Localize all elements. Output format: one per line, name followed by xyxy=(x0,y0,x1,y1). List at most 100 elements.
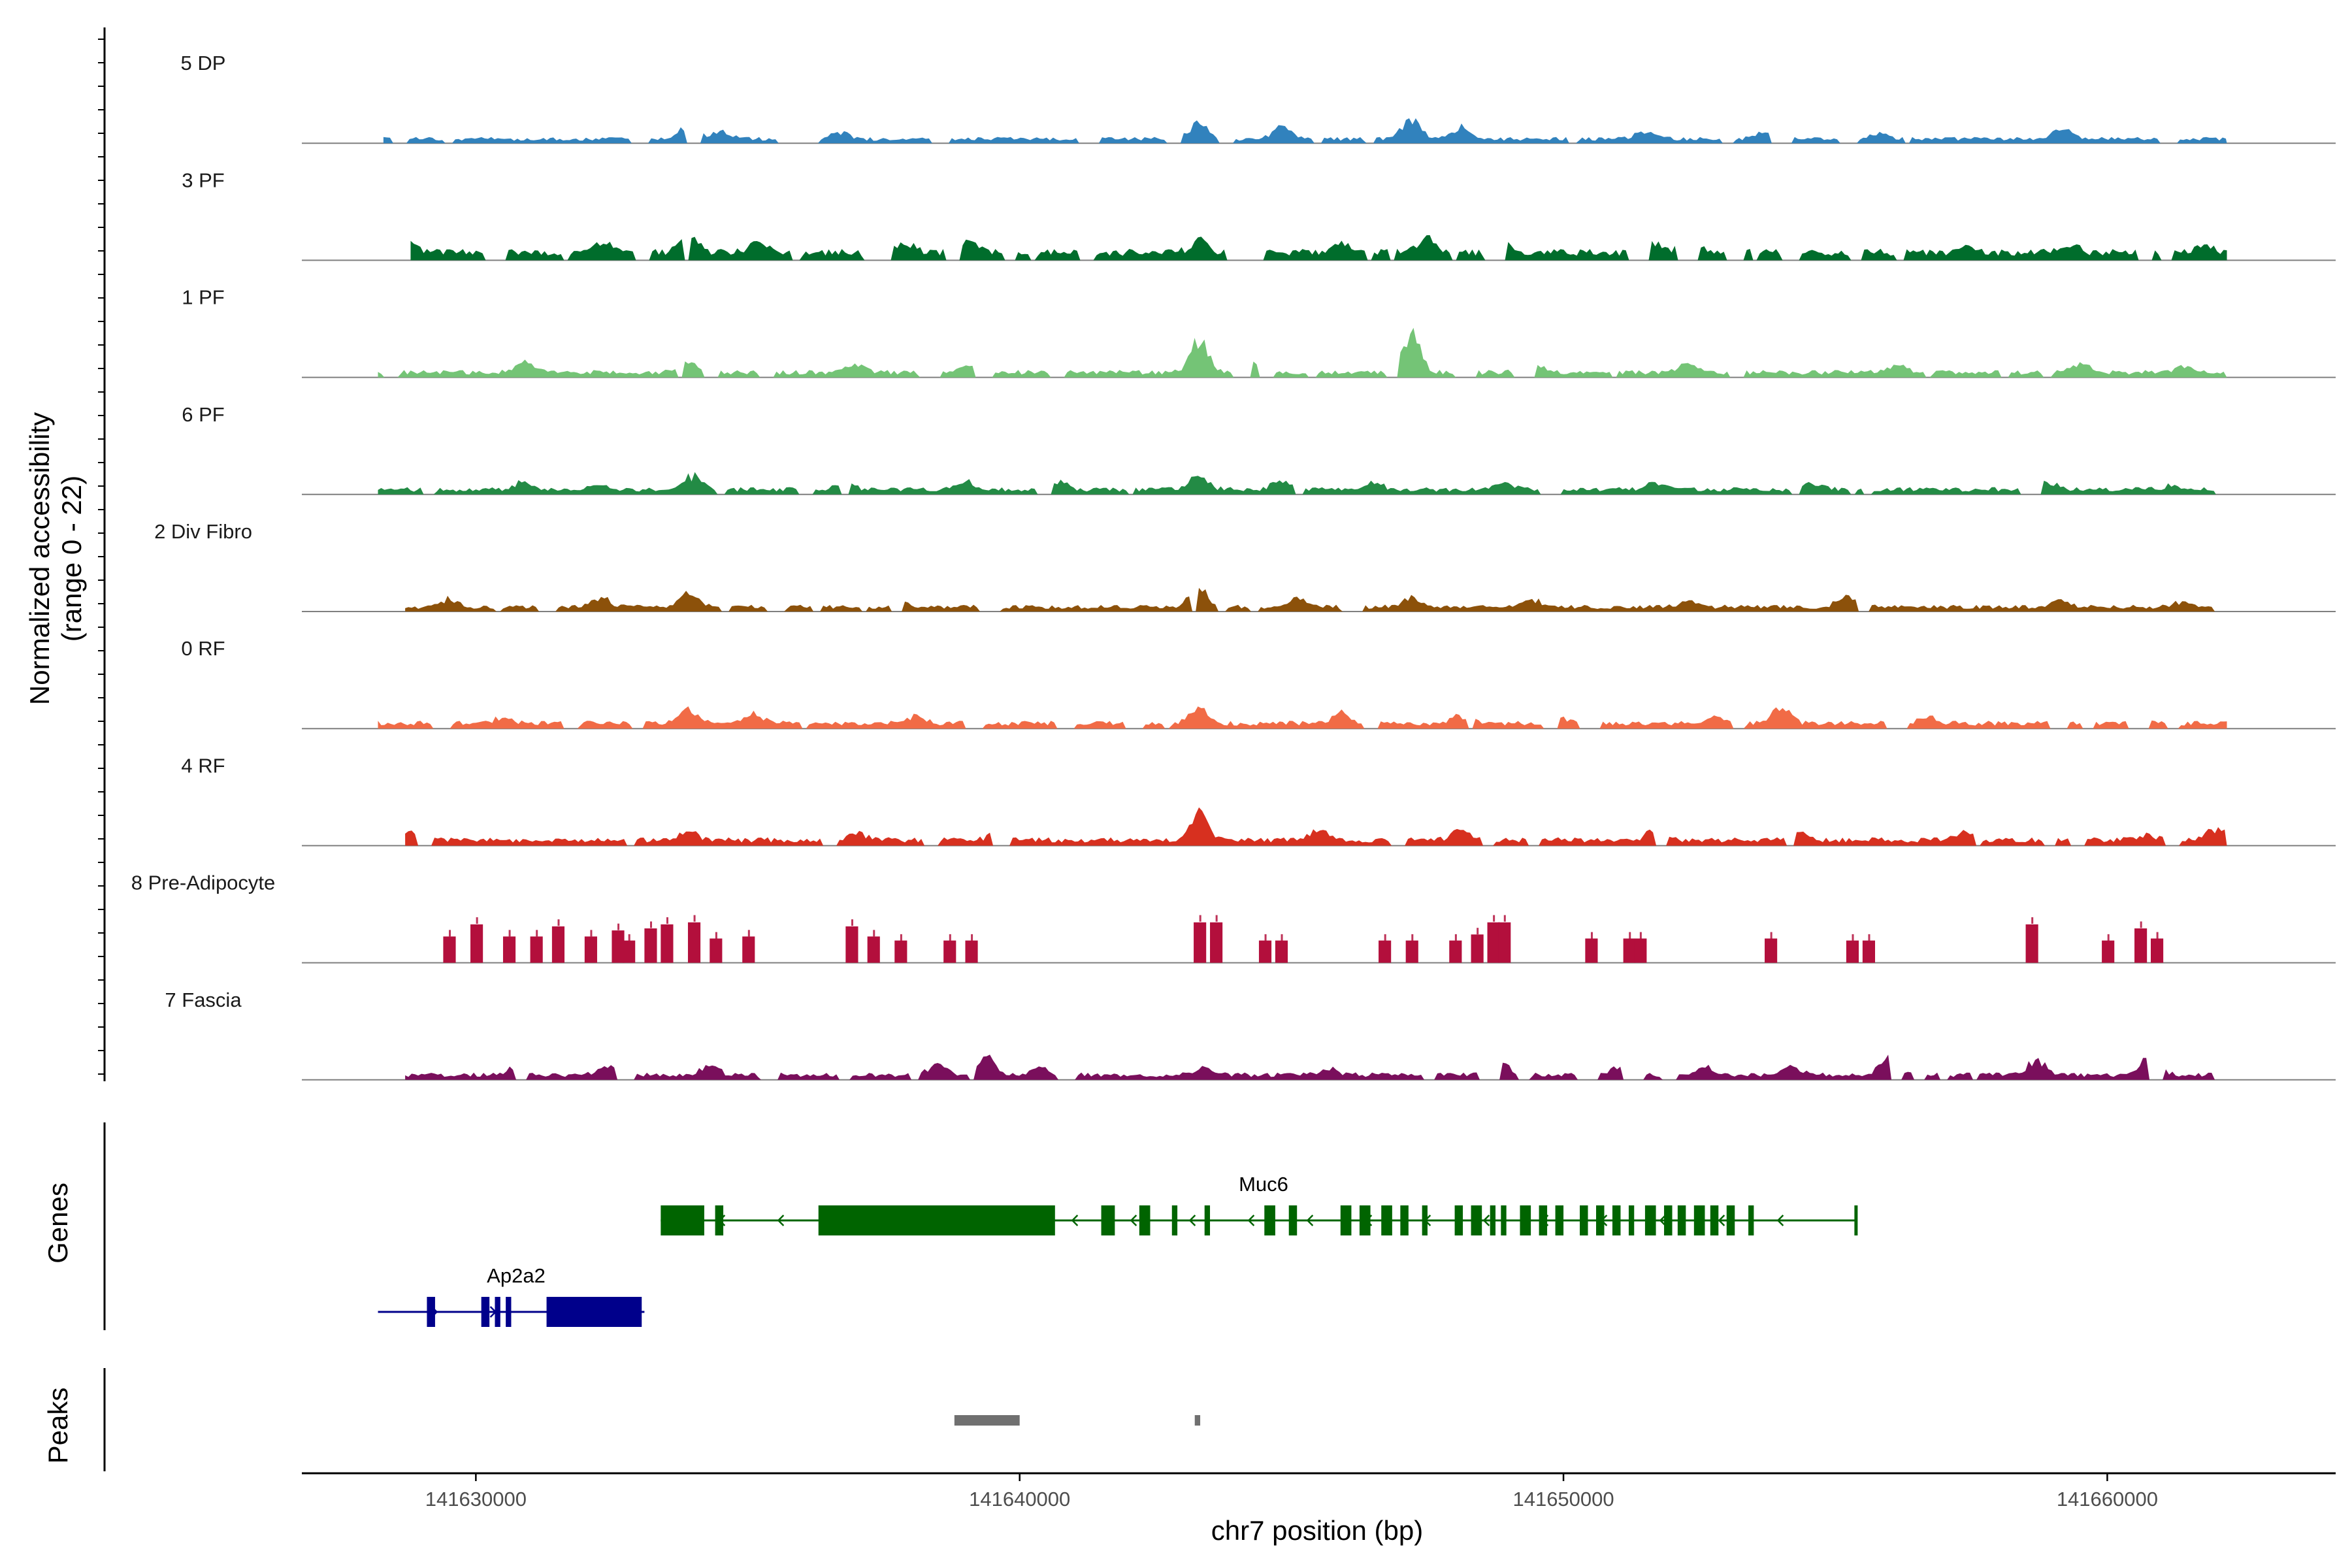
accessibility-bar xyxy=(1487,922,1500,963)
accessibility-bar xyxy=(845,926,858,963)
x-tick-label: 141660000 xyxy=(2057,1488,2158,1511)
coverage-area xyxy=(405,587,2227,612)
accessibility-bar-spike xyxy=(536,930,538,937)
peak-region xyxy=(954,1415,1020,1426)
accessibility-bar-spike xyxy=(666,917,668,924)
accessibility-bar xyxy=(2102,940,2115,963)
accessibility-bar xyxy=(687,922,701,963)
accessibility-bar-spike xyxy=(617,923,620,930)
accessibility-bar xyxy=(502,936,516,963)
track-labels: 5 DP 3 PF 1 PF 6 PF 2 Div Fibro 0 RF 4 RF 8 Pre… xyxy=(131,52,276,1011)
accessibility-bar-spike xyxy=(476,917,478,924)
accessibility-bar xyxy=(1210,922,1223,963)
strand-chevron xyxy=(1482,1215,1490,1226)
accessibility-bar-spike xyxy=(628,934,630,941)
peak-panel xyxy=(103,1368,1201,1471)
accessibility-bar xyxy=(530,936,543,963)
strand-chevron xyxy=(1659,1215,1667,1226)
strand-chevron xyxy=(1130,1215,1137,1226)
track-6-pf xyxy=(302,472,2336,495)
gene-exon xyxy=(1644,1205,1656,1235)
accessibility-bar xyxy=(470,924,483,963)
accessibility-bar xyxy=(1634,938,1647,963)
accessibility-bar xyxy=(965,940,978,963)
gene-annotation-panel: Muc6 Ap2a2 xyxy=(103,1122,1858,1330)
accessibility-bar xyxy=(1471,934,1484,963)
track-label: 2 Div Fibro xyxy=(154,520,252,543)
track-label: 8 Pre-Adipocyte xyxy=(131,872,276,894)
gene-exon xyxy=(1539,1205,1548,1235)
x-tick-label: 141630000 xyxy=(425,1488,527,1511)
gene-exon xyxy=(1628,1205,1635,1235)
accessibility-bar-spike xyxy=(851,919,853,926)
gene-exon xyxy=(1400,1205,1409,1235)
accessibility-bar-spike xyxy=(2107,934,2110,941)
accessibility-bar xyxy=(551,926,565,963)
accessibility-bar-spike xyxy=(1770,932,1772,939)
coverage-area xyxy=(378,472,2216,495)
accessibility-bar xyxy=(1405,940,1418,963)
accessibility-bar-spike xyxy=(649,921,652,928)
strand-chevron xyxy=(1306,1215,1314,1226)
accessibility-bar-spike xyxy=(2156,932,2159,939)
genes-panel-title: Genes xyxy=(42,1183,73,1264)
gene-exon xyxy=(1381,1205,1392,1235)
x-tick-label: 141650000 xyxy=(1512,1488,1614,1511)
coverage-area xyxy=(383,118,2227,144)
strand-chevron xyxy=(1071,1215,1079,1226)
gene-exon xyxy=(1710,1205,1719,1235)
gene-exon xyxy=(1101,1205,1115,1235)
y-axis-title: Normalized accessibility (range 0 - 22) xyxy=(24,412,87,705)
accessibility-bar xyxy=(1585,938,1598,963)
x-axis: 141630000 141640000 141650000 141660000 xyxy=(302,1472,2336,1511)
gene-exon xyxy=(1596,1205,1605,1235)
gene-exon xyxy=(1288,1205,1298,1235)
gene-exon xyxy=(546,1297,642,1327)
track-3-pf xyxy=(302,235,2336,261)
accessibility-bar-spike xyxy=(2140,921,2142,928)
accessibility-bar-spike xyxy=(2031,917,2034,924)
accessibility-bar-spike xyxy=(508,930,511,937)
accessibility-bar-spike xyxy=(1477,928,1479,935)
x-tick-label: 141640000 xyxy=(969,1488,1070,1511)
gene-exon xyxy=(818,1205,1055,1235)
accessibility-bar-spike xyxy=(1281,934,1283,941)
accessibility-bar-spike xyxy=(747,930,750,937)
accessibility-bar-spike xyxy=(1264,934,1267,941)
coverage-tracks xyxy=(98,27,2336,1081)
accessibility-bar-spike xyxy=(1590,932,1593,939)
coverage-area xyxy=(405,807,2227,846)
gene-ap2a2: Ap2a2 xyxy=(378,1264,645,1327)
accessibility-bar-spike xyxy=(1639,932,1642,939)
accessibility-bar-spike xyxy=(449,930,451,937)
gene-exon xyxy=(1264,1205,1275,1235)
gene-exon xyxy=(1171,1205,1178,1235)
accessibility-bar-spike xyxy=(971,934,973,941)
accessibility-bar xyxy=(2025,924,2038,963)
accessibility-bar xyxy=(1846,940,1859,963)
gene-exon xyxy=(1748,1205,1754,1235)
accessibility-bar-spike xyxy=(873,930,875,937)
strand-chevron xyxy=(1247,1215,1255,1226)
coverage-area xyxy=(405,1054,2227,1080)
accessibility-bar xyxy=(943,940,956,963)
accessibility-bar-spike xyxy=(949,934,951,941)
gene-exon xyxy=(427,1297,435,1327)
track-4-rf xyxy=(302,807,2336,847)
accessibility-bar-spike xyxy=(693,915,696,922)
accessibility-bar xyxy=(661,924,674,963)
gene-muc6: Muc6 xyxy=(661,1173,1858,1235)
gene-exon xyxy=(1677,1205,1686,1235)
track-1-pf xyxy=(302,327,2336,378)
gene-exon xyxy=(1612,1205,1621,1235)
gene-exon xyxy=(1422,1205,1428,1235)
gene-label: Muc6 xyxy=(1239,1173,1288,1196)
gene-exon xyxy=(1204,1205,1211,1235)
gene-exon xyxy=(1854,1205,1858,1235)
accessibility-bar xyxy=(710,938,723,963)
accessibility-bar xyxy=(644,928,657,963)
gene-exon xyxy=(481,1297,490,1327)
accessibility-bar-spike xyxy=(1503,915,1506,922)
accessibility-bar xyxy=(584,936,597,963)
